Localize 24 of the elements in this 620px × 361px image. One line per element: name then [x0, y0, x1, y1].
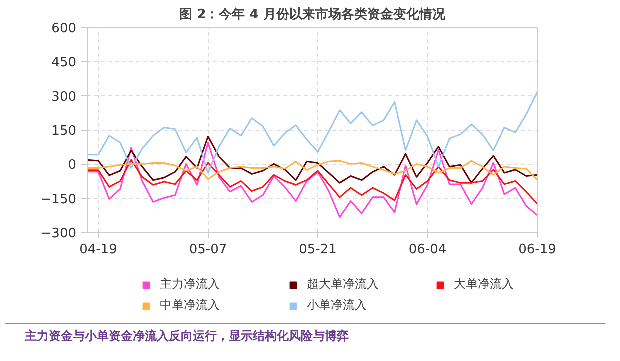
x-tick-label: 05-07 — [189, 242, 228, 258]
x-tick-label: 06-19 — [518, 242, 556, 258]
line-series — [88, 91, 538, 174]
legend-label: 超大单净流入 — [307, 276, 380, 293]
legend-label: 中单净流入 — [160, 297, 221, 314]
y-tick-label: −300 — [40, 226, 77, 242]
line-series — [88, 160, 538, 182]
text: 主力资金与小单资金净流入反向运行，显示结构化风险与博弈 — [25, 328, 349, 345]
line-series — [88, 159, 538, 206]
x-tick-label: 06-04 — [408, 242, 447, 258]
y-tick-label: 300 — [52, 90, 77, 105]
y-tick-label: 0 — [68, 158, 77, 174]
legend-label: 小单净流入 — [307, 297, 368, 314]
line-series — [88, 136, 538, 184]
legend-label: 主力净流入 — [160, 276, 221, 293]
y-tick-label: 150 — [52, 124, 77, 139]
chart-title: 图 2：今年 4 月份以来市场各类资金变化情况 — [180, 6, 446, 22]
y-tick-label: 600 — [52, 22, 77, 36]
x-tick-label: 04-19 — [80, 242, 118, 258]
line-series — [88, 142, 538, 218]
x-tick-label: 05-21 — [299, 242, 337, 258]
legend-label: 大单净流入 — [454, 276, 515, 293]
y-tick-label: −150 — [40, 192, 77, 208]
y-tick-label: 450 — [52, 56, 77, 71]
